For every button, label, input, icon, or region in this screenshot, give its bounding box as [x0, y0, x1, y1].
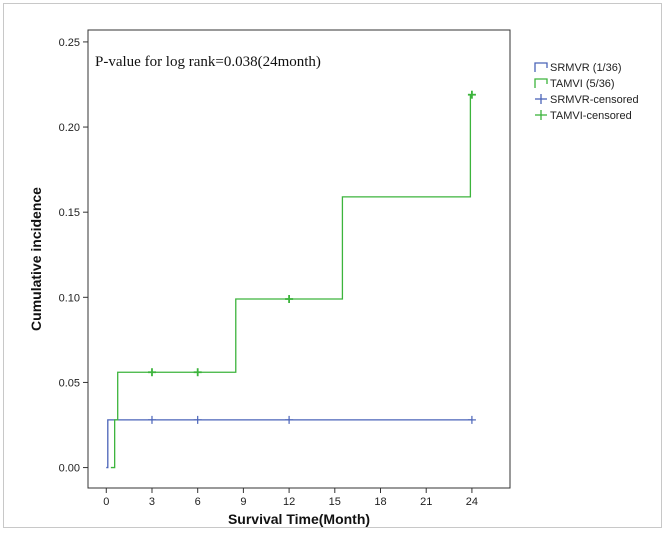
legend-swatch-0	[534, 62, 548, 72]
y-tick-label: 0.15	[59, 207, 80, 219]
censor-mark-1	[467, 90, 476, 99]
x-tick-label: 9	[240, 496, 246, 508]
legend-censor-swatch-0	[535, 94, 547, 104]
legend-label: SRMVR-censored	[550, 94, 639, 106]
legend-swatch-1	[534, 78, 548, 88]
censor-mark-0	[193, 415, 202, 424]
censor-mark-0	[467, 415, 476, 424]
y-tick-label: 0.00	[59, 463, 80, 475]
legend-label: SRMVR (1/36)	[550, 62, 622, 74]
censor-mark-0	[285, 415, 294, 424]
censor-mark-0	[147, 415, 156, 424]
legend: SRMVR (1/36) TAMVI (5/36) SRMVR-censored TA…	[534, 62, 639, 122]
x-tick-label: 0	[103, 496, 109, 508]
y-tick-label: 0.10	[59, 292, 80, 304]
x-axis: 0 3 6 9 12 15 18 21 24	[103, 488, 478, 508]
x-tick-label: 15	[329, 496, 341, 508]
y-axis: 0.00 0.05 0.10 0.15 0.20 0.25	[59, 37, 88, 475]
annotation-text: P-value for log rank=0.038(24month)	[95, 54, 321, 70]
y-tick-label: 0.05	[59, 377, 80, 389]
x-tick-label: 18	[374, 496, 386, 508]
plot-area	[87, 29, 511, 489]
x-tick-label: 6	[195, 496, 201, 508]
x-tick-label: 21	[420, 496, 432, 508]
legend-label: TAMVI (5/36)	[550, 78, 615, 90]
censor-mark-1	[285, 295, 294, 304]
x-axis-title: Survival Time(Month)	[228, 511, 370, 527]
legend-label: TAMVI-censored	[550, 110, 632, 122]
x-tick-label: 3	[149, 496, 155, 508]
series-layer	[106, 90, 476, 469]
x-tick-label: 24	[466, 496, 478, 508]
series-line-1	[110, 94, 472, 469]
censor-mark-1	[147, 368, 156, 377]
x-tick-label: 12	[283, 496, 295, 508]
y-tick-label: 0.20	[59, 122, 80, 134]
censor-mark-1	[193, 368, 202, 377]
y-axis-title: Cumulative incidence	[28, 187, 44, 331]
legend-censor-swatch-1	[535, 110, 547, 120]
y-tick-label: 0.25	[59, 37, 80, 49]
